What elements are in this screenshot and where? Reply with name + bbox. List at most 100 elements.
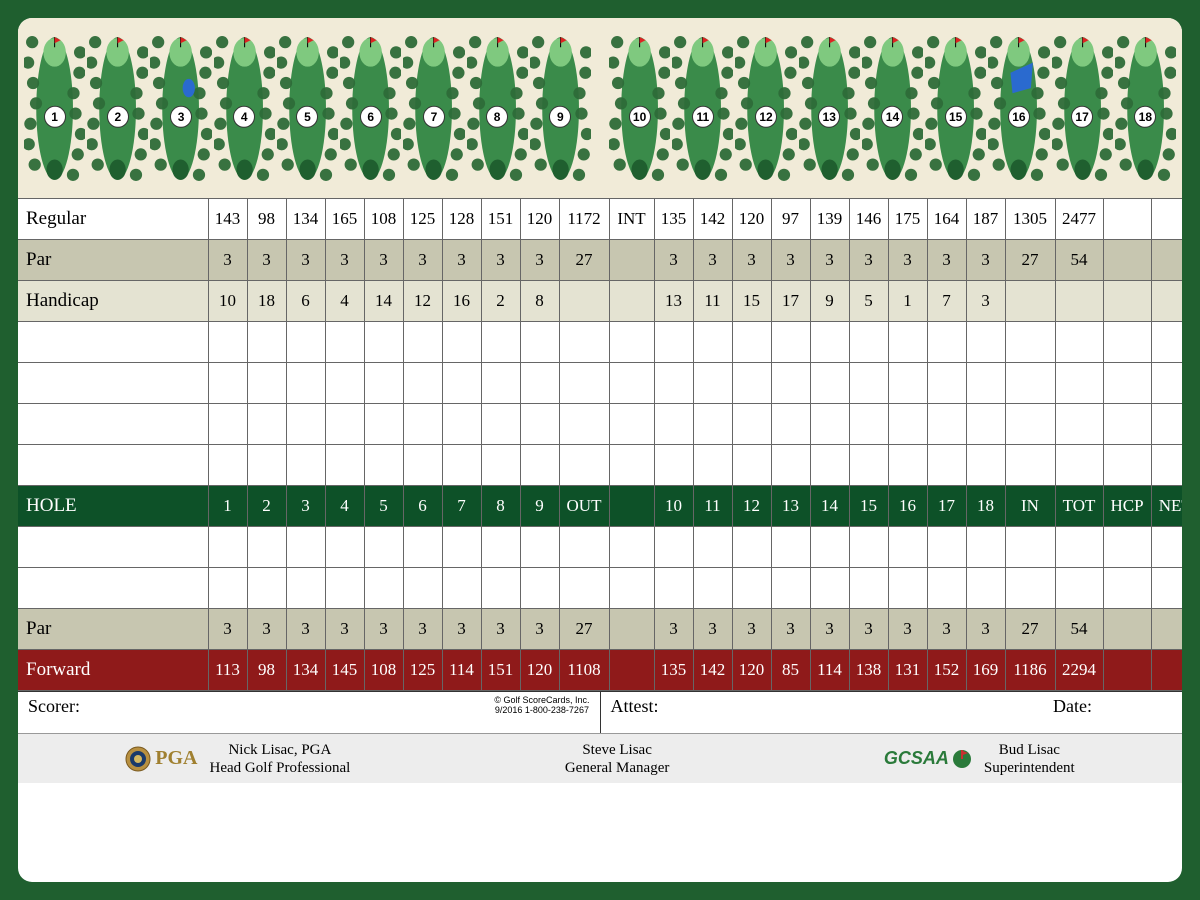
cell xyxy=(849,445,888,486)
copyright-text: © Golf ScoreCards, Inc. 9/2016 1-800-238… xyxy=(494,696,589,716)
pga-seal-icon xyxy=(125,746,151,772)
net-cell xyxy=(1151,445,1182,486)
int-cell xyxy=(609,527,654,568)
cell: 3 xyxy=(693,240,732,281)
cell: 3 xyxy=(654,609,693,650)
cell: 3 xyxy=(442,240,481,281)
hcp-cell xyxy=(1103,445,1151,486)
cell xyxy=(364,322,403,363)
hole-illustration-15: 15 xyxy=(925,26,986,191)
cell: 13 xyxy=(654,281,693,322)
net-cell xyxy=(1151,240,1182,281)
cell xyxy=(520,322,559,363)
attest-field[interactable]: Attest: Date: xyxy=(601,692,1183,733)
hole-number-badge: 10 xyxy=(629,106,651,128)
cell xyxy=(286,445,325,486)
row-par: Par333333333273333333332754 xyxy=(18,609,1182,650)
cell xyxy=(771,404,810,445)
hole-illustration-3: 3 xyxy=(150,26,211,191)
cell: 3 xyxy=(286,609,325,650)
in-cell xyxy=(1005,568,1055,609)
out-cell xyxy=(559,568,609,609)
row-blank xyxy=(18,568,1182,609)
tot-cell xyxy=(1055,281,1103,322)
row-blank xyxy=(18,322,1182,363)
row-label xyxy=(18,527,208,568)
row-label: Regular xyxy=(18,199,208,240)
hcp-cell xyxy=(1103,240,1151,281)
in-cell: 27 xyxy=(1005,240,1055,281)
out-cell xyxy=(559,404,609,445)
cell: 3 xyxy=(403,240,442,281)
cell xyxy=(732,363,771,404)
copyright-line2: 9/2016 1-800-238-7267 xyxy=(494,706,589,716)
cell xyxy=(810,363,849,404)
tot-cell: 54 xyxy=(1055,240,1103,281)
hole-number-badge: 11 xyxy=(692,106,714,128)
cell xyxy=(208,322,247,363)
pro-names: Nick Lisac, PGA Head Golf Professional xyxy=(209,741,350,777)
cell: 3 xyxy=(888,240,927,281)
cell xyxy=(442,404,481,445)
hcp-cell xyxy=(1103,527,1151,568)
cell xyxy=(208,527,247,568)
cell xyxy=(966,568,1005,609)
cell xyxy=(325,322,364,363)
cell: 10 xyxy=(208,281,247,322)
cell: 98 xyxy=(247,650,286,691)
row-par: Par333333333273333333332754 xyxy=(18,240,1182,281)
hcp-cell xyxy=(1103,568,1151,609)
cell: 5 xyxy=(849,281,888,322)
cell xyxy=(693,404,732,445)
cell xyxy=(771,445,810,486)
cell xyxy=(481,363,520,404)
out-cell xyxy=(559,527,609,568)
pga-logo: PGA xyxy=(125,746,197,772)
int-cell xyxy=(609,568,654,609)
hole-illustration-1: 1 xyxy=(24,26,85,191)
tot-cell xyxy=(1055,527,1103,568)
scorer-field[interactable]: Scorer: © Golf ScoreCards, Inc. 9/2016 1… xyxy=(18,692,601,733)
cell: 3 xyxy=(520,609,559,650)
net-cell xyxy=(1151,650,1182,691)
cell: 143 xyxy=(208,199,247,240)
row-label xyxy=(18,322,208,363)
cell xyxy=(654,527,693,568)
out-cell xyxy=(559,363,609,404)
cell: 3 xyxy=(364,609,403,650)
cell xyxy=(966,404,1005,445)
hole-illustration-12: 12 xyxy=(735,26,796,191)
tot-cell: 2477 xyxy=(1055,199,1103,240)
cell xyxy=(403,363,442,404)
cell xyxy=(693,363,732,404)
hole-number-badge: 7 xyxy=(423,106,445,128)
cell: 3 xyxy=(481,609,520,650)
hole-illustration-2: 2 xyxy=(87,26,148,191)
cell xyxy=(693,527,732,568)
cell: 3 xyxy=(481,240,520,281)
net-cell xyxy=(1151,404,1182,445)
pga-text: PGA xyxy=(155,747,197,770)
row-label xyxy=(18,363,208,404)
cell xyxy=(325,445,364,486)
cell xyxy=(286,363,325,404)
row-blank xyxy=(18,445,1182,486)
cell xyxy=(247,445,286,486)
cell: 14 xyxy=(364,281,403,322)
int-cell xyxy=(609,281,654,322)
cell: 3 xyxy=(654,240,693,281)
cell xyxy=(771,363,810,404)
cell: 16 xyxy=(442,281,481,322)
cell: 3 xyxy=(286,240,325,281)
cell: 139 xyxy=(810,199,849,240)
hole-illustration-18: 18 xyxy=(1115,26,1176,191)
gcsaa-icon xyxy=(952,749,972,769)
cell xyxy=(247,527,286,568)
in-cell xyxy=(1005,527,1055,568)
cell: 3 xyxy=(693,609,732,650)
int-cell xyxy=(609,363,654,404)
out-cell: 1108 xyxy=(559,650,609,691)
cell: 120 xyxy=(732,650,771,691)
in-cell xyxy=(1005,445,1055,486)
cell: 3 xyxy=(520,240,559,281)
